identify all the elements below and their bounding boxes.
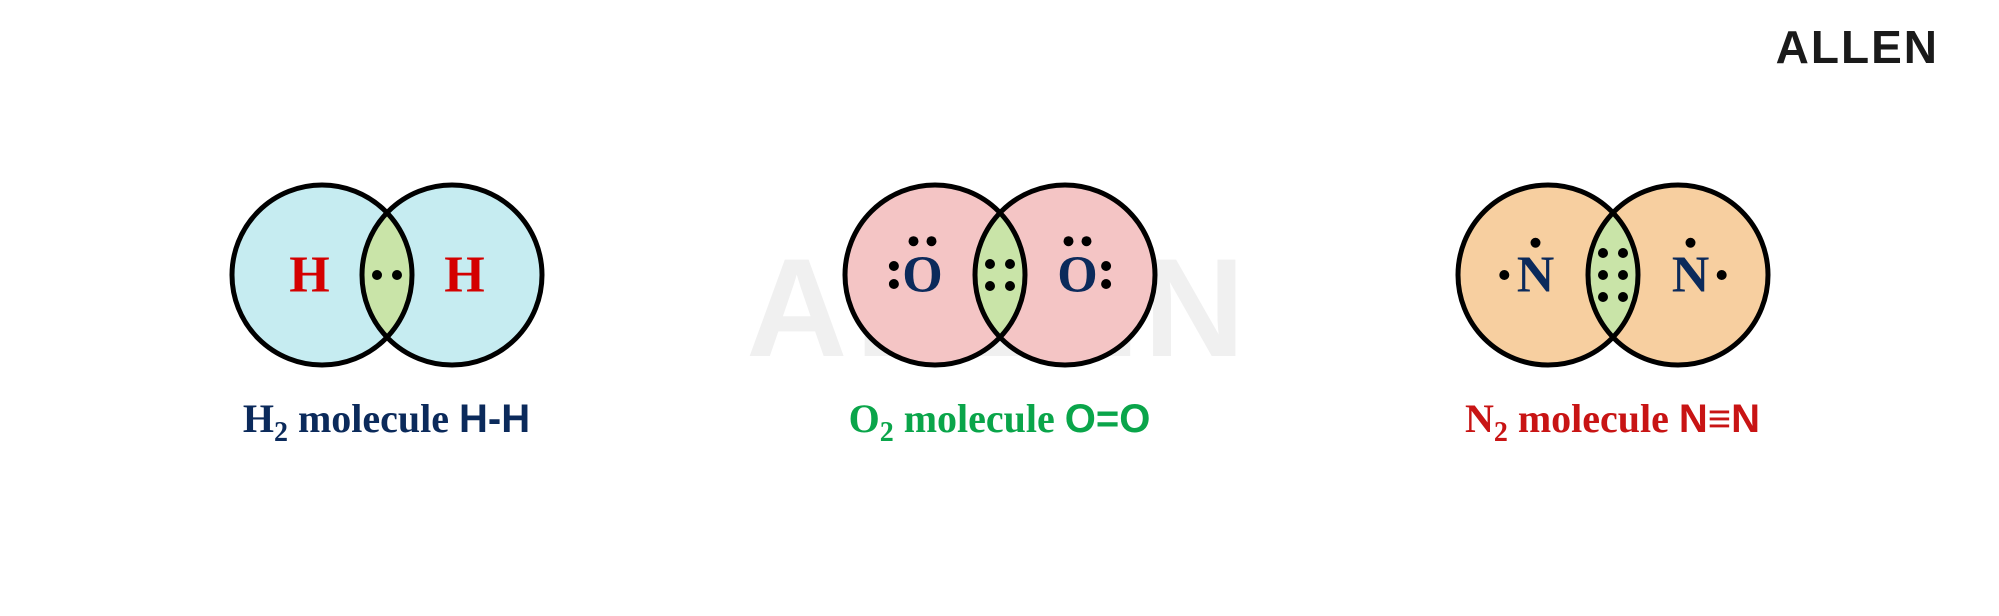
molecule-n2: NN N2 molecule N≡N (1453, 180, 1773, 449)
diagram-n2: NN (1453, 180, 1773, 375)
lone-electron (1499, 270, 1509, 280)
diagram-h2: HH (227, 180, 547, 375)
atom-label-left: N (1516, 247, 1554, 304)
formula-base: O (849, 396, 880, 441)
caption-o2: O2 molecule O=O (849, 395, 1151, 449)
bonding-electron (1005, 259, 1015, 269)
lone-electron (888, 261, 898, 271)
bond-text: N≡N (1679, 397, 1760, 441)
venn-svg: HH (227, 180, 547, 370)
venn-svg: NN (1453, 180, 1773, 370)
atom-label-left: H (289, 247, 329, 304)
lone-electron (1101, 279, 1111, 289)
lone-electron (1530, 238, 1540, 248)
bonding-electron (1618, 248, 1628, 258)
formula-sub: 2 (1494, 417, 1508, 448)
bonding-electron (985, 281, 995, 291)
diagram-o2: OO (840, 180, 1160, 375)
bond-text: H-H (459, 397, 530, 441)
lone-electron (1716, 270, 1726, 280)
atom-label-right: H (444, 247, 484, 304)
atom-label-left: O (902, 247, 942, 304)
bond-text: O=O (1065, 397, 1151, 441)
bonding-electron (1598, 292, 1608, 302)
formula-base: N (1465, 396, 1494, 441)
bonding-electron (372, 270, 382, 280)
venn-svg: OO (840, 180, 1160, 370)
atom-label-right: O (1057, 247, 1097, 304)
bonding-electron (1005, 281, 1015, 291)
caption-mid: molecule (894, 396, 1065, 441)
lone-electron (1101, 261, 1111, 271)
molecule-h2: HH H2 molecule H-H (227, 180, 547, 449)
lone-electron (1685, 238, 1695, 248)
formula-base: H (243, 396, 274, 441)
lone-electron (888, 279, 898, 289)
lone-electron (1063, 236, 1073, 246)
lone-electron (908, 236, 918, 246)
bonding-electron (985, 259, 995, 269)
caption-n2: N2 molecule N≡N (1465, 395, 1760, 449)
brand-logo: ALLEN (1776, 20, 1939, 74)
molecule-row: HH H2 molecule H-H OO O2 molecule O=O NN… (0, 180, 1999, 449)
bonding-electron (1618, 270, 1628, 280)
brand-text: ALLEN (1776, 21, 1939, 73)
formula-sub: 2 (880, 417, 894, 448)
bonding-electron (1618, 292, 1628, 302)
lone-electron (1081, 236, 1091, 246)
bonding-electron (392, 270, 402, 280)
caption-h2: H2 molecule H-H (243, 395, 530, 449)
molecule-o2: OO O2 molecule O=O (840, 180, 1160, 449)
bonding-electron (1598, 248, 1608, 258)
caption-mid: molecule (288, 396, 459, 441)
bonding-electron (1598, 270, 1608, 280)
atom-label-right: N (1671, 247, 1709, 304)
formula-sub: 2 (274, 417, 288, 448)
caption-mid: molecule (1508, 396, 1679, 441)
lone-electron (926, 236, 936, 246)
